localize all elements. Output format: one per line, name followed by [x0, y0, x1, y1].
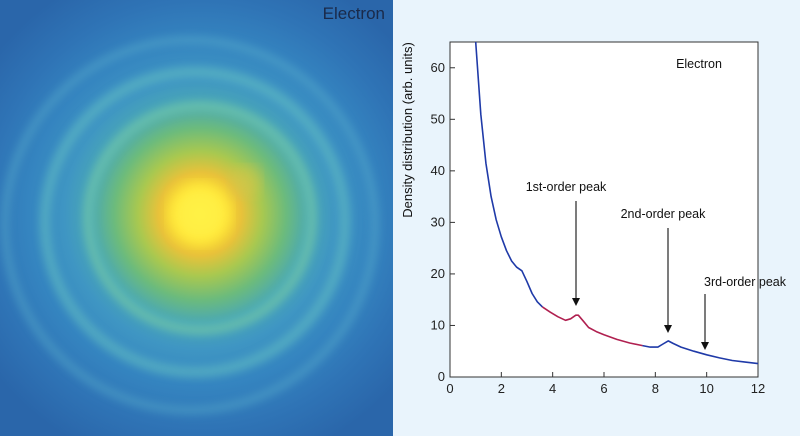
x-tick-label: 2	[498, 381, 505, 396]
series-line-3	[642, 340, 759, 365]
y-tick-label: 20	[431, 266, 445, 281]
diffraction-center	[170, 184, 230, 244]
annotation-label: 2nd-order peak	[621, 207, 707, 221]
y-tick-label: 50	[431, 111, 445, 126]
axes: 0 2 4 6 8 10 12 0 10 20 30 40 50 60	[431, 60, 766, 396]
annotation-arrowhead	[701, 342, 709, 350]
diffraction-ring-2	[39, 66, 351, 378]
x-tick-label: 4	[549, 381, 556, 396]
x-tick-label: 10	[699, 381, 713, 396]
y-tick-label: 0	[438, 369, 445, 384]
diffraction-ring-1	[83, 101, 317, 335]
x-tick-label: 6	[600, 381, 607, 396]
y-axis-label: Density distribution (arb. units)	[400, 42, 415, 218]
x-tick-label: 8	[652, 381, 659, 396]
diffraction-image: Electron	[0, 0, 393, 436]
plot-area	[449, 41, 759, 378]
annotation-arrowhead	[664, 325, 672, 333]
diffraction-pattern	[0, 0, 393, 436]
x-tick-label: 12	[751, 381, 765, 396]
series-line-1	[474, 41, 543, 308]
y-tick-label: 40	[431, 163, 445, 178]
y-tick-label: 10	[431, 317, 445, 332]
density-chart: 0 2 4 6 8 10 12 0 10 20 30 40 50 60 1st-order peak 2nd…	[393, 0, 800, 436]
series-line-2	[541, 306, 643, 347]
series-group	[474, 41, 759, 365]
diffraction-ring-3	[0, 35, 380, 415]
annotation-arrowhead	[572, 298, 580, 306]
annotation-label: 3rd-order peak	[704, 275, 787, 289]
inset-label: Electron	[676, 57, 722, 71]
annotation-label: 1st-order peak	[526, 180, 607, 194]
chart-svg: 0 2 4 6 8 10 12 0 10 20 30 40 50 60 1st-order peak 2nd…	[400, 41, 787, 396]
diffraction-spot	[229, 166, 261, 198]
annotations: 1st-order peak 2nd-order peak 3rd-order pe…	[526, 180, 787, 350]
image-label: Electron	[322, 4, 385, 23]
x-tick-label: 0	[446, 381, 453, 396]
y-tick-label: 30	[431, 214, 445, 229]
y-tick-label: 60	[431, 60, 445, 75]
